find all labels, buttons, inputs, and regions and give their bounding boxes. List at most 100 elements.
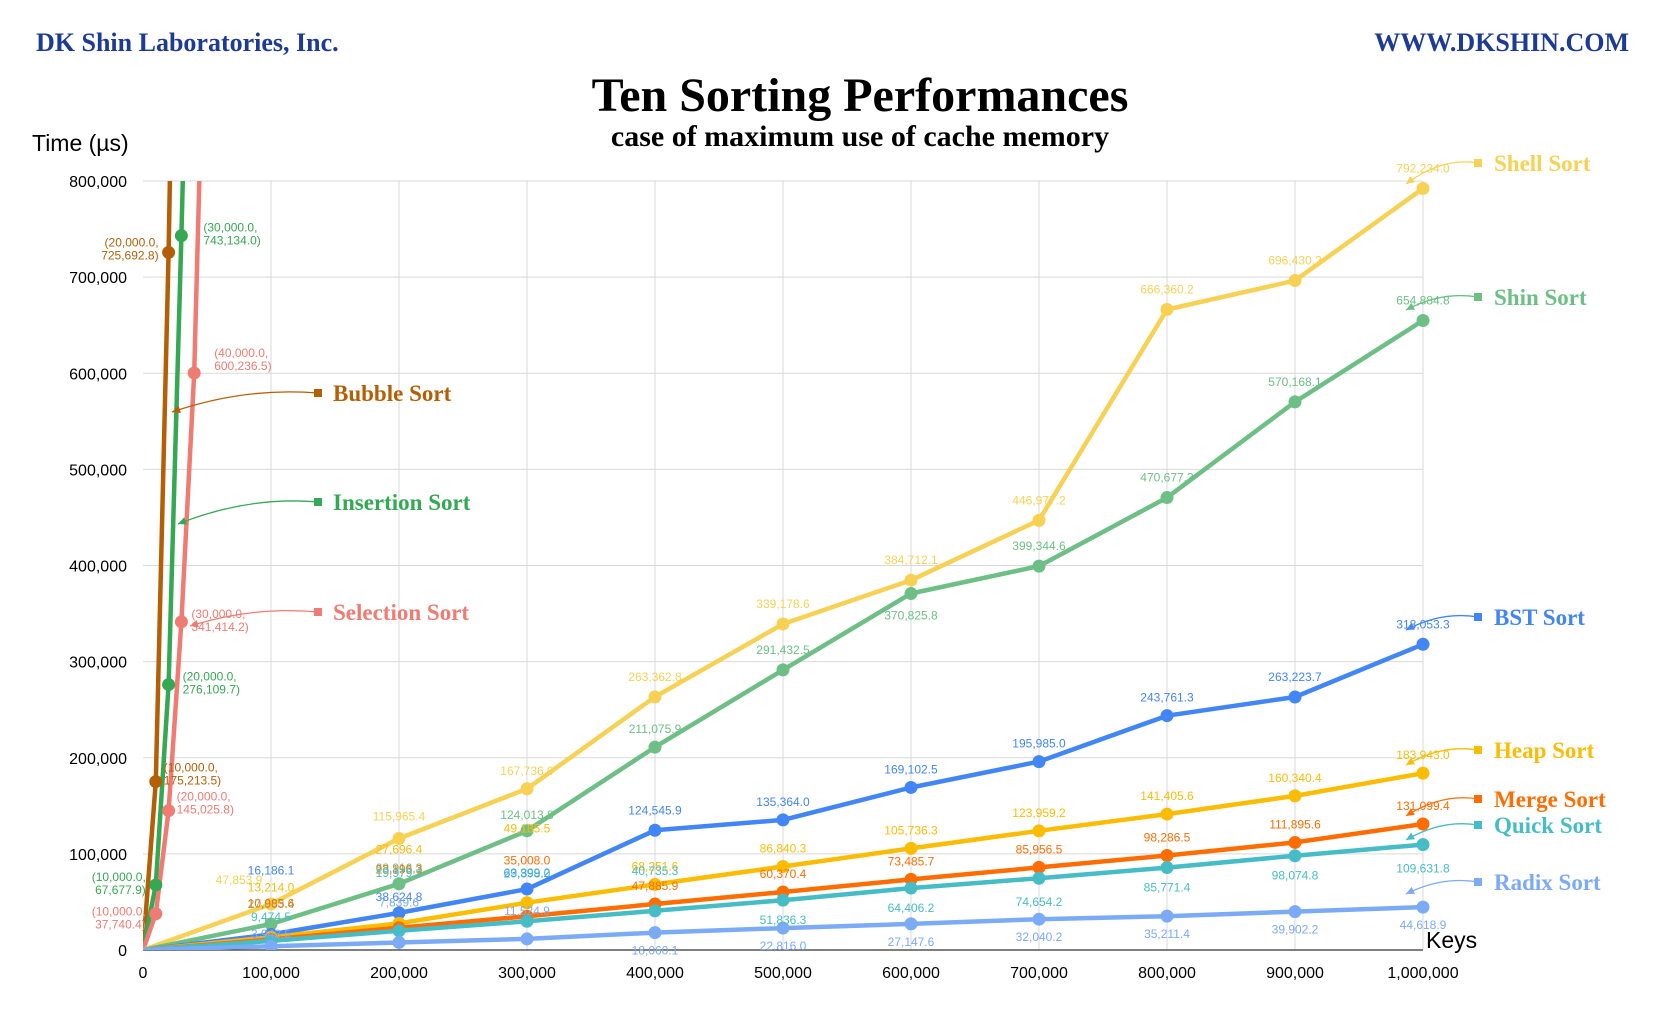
bst-sort-legend-marker [1474, 613, 1482, 621]
bubble-sort-coordinate-line: (10,000.0, [164, 761, 218, 775]
heap-sort-value-label: 141,405.6 [1140, 789, 1194, 803]
shin-sort-point [1032, 559, 1046, 573]
merge-sort-legend-marker [1474, 795, 1482, 803]
heap-sort-value-label: 27,696.4 [376, 842, 423, 856]
insertion-sort-point [149, 878, 163, 892]
radix-sort-value-label: 18,060.1 [632, 944, 679, 958]
website-url[interactable]: WWW.DKSHIN.COM [1374, 28, 1629, 57]
quick-sort-value-label: 9,474.5 [251, 910, 291, 924]
heap-sort-value-label: 86,840.3 [760, 842, 807, 856]
insertion-sort-point [162, 678, 176, 692]
quick-sort-legend-arrowhead [1406, 832, 1415, 840]
radix-sort-legend-label: Radix Sort [1494, 870, 1601, 895]
bst-sort-point [392, 906, 406, 920]
shell-sort-value-label: 115,965.4 [373, 810, 426, 824]
selection-sort-coordinate-line: (20,000.0, [177, 790, 231, 804]
merge-sort-point [1160, 849, 1174, 863]
selection-sort-legend-arrowhead [190, 619, 199, 628]
shell-sort-point [1288, 274, 1302, 288]
radix-sort-point [392, 935, 406, 949]
bubble-sort-legend-arrow [171, 391, 319, 413]
bst-sort-point [1032, 755, 1046, 769]
selection-sort-point [174, 615, 188, 629]
heap-sort-legend-marker [1474, 746, 1482, 754]
shin-sort-point [1160, 491, 1174, 505]
quick-sort-value-label: 40,735.3 [632, 864, 679, 878]
bst-sort-point [648, 823, 662, 837]
selection-sort-legend-label: Selection Sort [333, 600, 469, 625]
bubble-sort-coordinate-label: (10,000.0, 175,213.5) [164, 761, 221, 788]
x-tick-label: 300,000 [498, 965, 556, 982]
radix-sort-point [1160, 909, 1174, 923]
shin-sort-point [904, 587, 918, 601]
radix-sort-value-label: 44,618.9 [1400, 918, 1447, 932]
merge-sort-value-label: 47,885.9 [632, 879, 679, 893]
insertion-sort-coordinate-line: 743,134.0) [203, 234, 260, 248]
x-tick-label: 200,000 [370, 965, 428, 982]
shin-sort-legend-marker [1474, 293, 1482, 301]
x-tick-label: 800,000 [1138, 965, 1196, 982]
shin-sort-value-label: 470,677.3 [1140, 471, 1194, 485]
insertion-sort-coordinate-line: 276,109.7) [183, 683, 240, 697]
shin-sort-value-label: 124,013.8 [500, 808, 554, 822]
quick-sort-value-label: 85,771.4 [1144, 881, 1191, 895]
selection-sort-coordinate-line: 145,025.8) [177, 803, 234, 817]
shell-sort-value-label: 792,234.0 [1396, 161, 1450, 175]
company-name: DK Shin Laboratories, Inc. [36, 28, 339, 57]
heap-sort-value-label: 105,736.3 [884, 823, 938, 837]
bst-sort-value-label: 243,761.3 [1140, 691, 1194, 705]
heap-sort-legend-arrowhead [1406, 757, 1415, 765]
quick-sort-legend-label: Quick Sort [1494, 813, 1602, 838]
shell-sort-value-label: 47,853.9 [216, 873, 263, 887]
x-tick-label: 1,000,000 [1387, 965, 1458, 982]
insertion-sort-coordinate-line: (20,000.0, [183, 670, 237, 684]
radix-sort-value-label: 32,040.2 [1016, 930, 1063, 944]
quick-sort-point [776, 893, 790, 907]
shin-sort-legend-label: Shin Sort [1494, 285, 1587, 310]
shin-sort-value-label: 570,168.1 [1268, 375, 1322, 389]
insertion-sort-coordinate-line: (30,000.0, [203, 221, 257, 235]
y-tick-label: 400,000 [69, 559, 127, 576]
bst-sort-point [1416, 637, 1430, 651]
merge-sort-legend-label: Merge Sort [1494, 787, 1606, 812]
radix-sort-point [264, 939, 278, 950]
shell-sort-legend-arrowhead [1406, 176, 1415, 184]
bst-sort-point [1288, 690, 1302, 704]
bst-sort-value-label: 195,985.0 [1012, 737, 1066, 751]
y-tick-label: 500,000 [69, 462, 127, 479]
x-tick-label: 900,000 [1266, 965, 1324, 982]
selection-sort-coordinate-label: (40,000.0, 600,236.5) [214, 346, 271, 373]
bst-sort-value-label: 318,053.3 [1396, 617, 1450, 631]
radix-sort-value-label: 39,902.2 [1272, 923, 1319, 937]
quick-sort-point [904, 881, 918, 895]
bst-sort-value-label: 263,223.7 [1268, 670, 1322, 684]
y-tick-label: 600,000 [69, 366, 127, 383]
radix-sort-point [1032, 912, 1046, 926]
radix-sort-value-label: 27,147.6 [888, 935, 935, 949]
bst-sort-value-label: 38,624.8 [376, 890, 423, 904]
shell-sort-legend-arrow [1405, 161, 1479, 185]
merge-sort-value-label: 60,370.4 [760, 867, 807, 881]
heap-sort-value-label: 13,214.0 [248, 880, 295, 894]
bubble-sort-coordinate-line: 725,692.8) [101, 248, 158, 262]
bubble-sort-coordinate-line: (20,000.0, [105, 235, 159, 249]
heap-sort-point [1032, 824, 1046, 838]
shell-sort-point [1416, 181, 1430, 195]
heap-sort-point [1416, 766, 1430, 780]
shell-sort-legend-marker [1474, 159, 1482, 167]
merge-sort-value-label: 98,286.5 [1144, 831, 1191, 845]
heap-sort-point [648, 877, 662, 891]
shin-sort-point [392, 877, 406, 891]
bst-sort-legend-label: BST Sort [1494, 605, 1585, 630]
x-tick-label: 700,000 [1010, 965, 1068, 982]
bst-sort-value-label: 135,364.0 [756, 795, 810, 809]
quick-sort-value-label: 29,898.0 [504, 866, 551, 880]
shell-sort-value-label: 446,977.2 [1012, 493, 1066, 507]
radix-sort-value-label: 3,943.5 [251, 927, 291, 941]
quick-sort-value-label: 51,836.3 [760, 913, 807, 927]
merge-sort-value-label: 35,008.0 [504, 853, 551, 867]
radix-sort-point [776, 921, 790, 935]
quick-sort-point [520, 914, 534, 928]
shin-sort-value-label: 27,063.4 [248, 897, 295, 911]
